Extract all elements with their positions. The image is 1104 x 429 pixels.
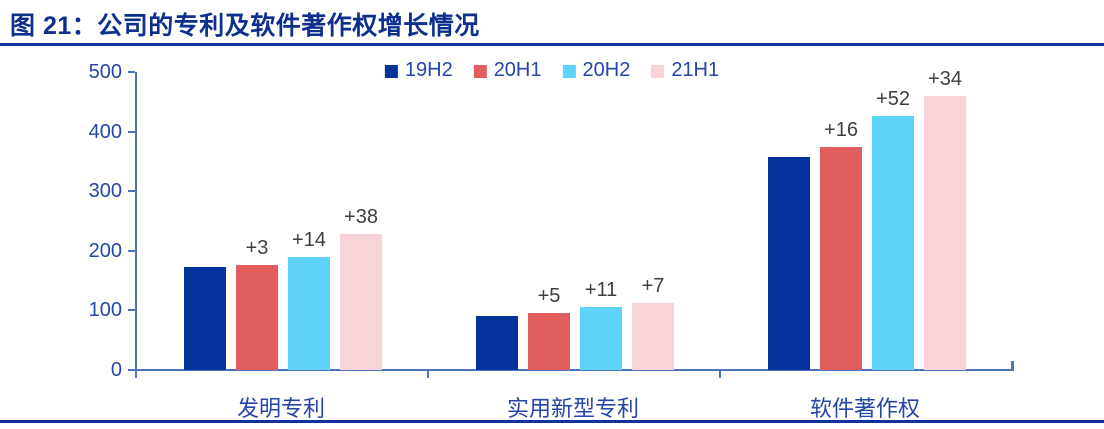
bar-20H1-发明专利 xyxy=(236,265,278,370)
y-axis-tick-label: 400 xyxy=(88,120,122,143)
y-axis-tick-label: 500 xyxy=(88,61,122,83)
y-axis-tick xyxy=(128,369,135,371)
legend-item-21H1: 21H1 xyxy=(651,59,719,82)
x-axis-category-label: 软件著作权 xyxy=(809,396,920,421)
legend-label: 19H2 xyxy=(404,59,453,81)
y-axis-line xyxy=(135,72,137,378)
axis-end-tick xyxy=(1011,361,1014,371)
legend-item-20H2: 20H2 xyxy=(562,59,631,82)
bar-value-label: +7 xyxy=(641,275,665,297)
y-axis-tick xyxy=(128,130,135,133)
bar-19H2-实用新型专利 xyxy=(476,316,518,370)
category-boundary-tick xyxy=(427,370,429,378)
legend-marker xyxy=(562,65,576,78)
bar-value-label: +11 xyxy=(584,279,618,301)
bar-19H2-发明专利 xyxy=(184,267,226,370)
y-axis-tick-label: 100 xyxy=(88,299,122,322)
bar-value-label: +34 xyxy=(928,68,962,90)
figure-bottom-border xyxy=(0,420,1104,423)
x-axis-line xyxy=(135,369,1013,371)
y-axis-tick xyxy=(128,309,135,312)
y-axis-tick xyxy=(128,249,135,252)
category-boundary-tick xyxy=(719,370,721,378)
legend-label: 20H2 xyxy=(582,59,631,81)
bar-value-label: +38 xyxy=(344,206,378,228)
category-boundary-tick xyxy=(135,370,137,378)
x-axis-category-label: 发明专利 xyxy=(236,396,325,421)
y-axis-tick-label: 0 xyxy=(110,359,122,381)
y-axis-tick-label: 200 xyxy=(88,239,122,262)
bar-21H1-实用新型专利 xyxy=(632,303,674,370)
legend-marker xyxy=(473,65,487,78)
bar-20H2-实用新型专利 xyxy=(580,307,622,370)
bar-20H1-实用新型专利 xyxy=(528,313,570,370)
bar-20H2-发明专利 xyxy=(288,257,330,370)
bar-21H1-发明专利 xyxy=(340,234,382,370)
bar-21H1-软件著作权 xyxy=(924,96,966,370)
bar-value-label: +14 xyxy=(292,229,326,251)
bar-19H2-软件著作权 xyxy=(768,157,810,370)
chart-legend: 19H2 20H1 20H2 21H1 xyxy=(384,59,719,82)
legend-item-19H2: 19H2 xyxy=(384,59,453,82)
bar-20H2-软件著作权 xyxy=(872,116,914,370)
title-underline xyxy=(0,43,1104,46)
legend-label: 20H1 xyxy=(493,59,542,81)
legend-label: 21H1 xyxy=(671,59,720,81)
bar-value-label: +16 xyxy=(824,119,858,141)
bar-value-label: +52 xyxy=(876,88,910,110)
bar-value-label: +5 xyxy=(537,285,561,307)
y-axis-tick-label: 300 xyxy=(88,180,122,203)
bar-20H1-软件著作权 xyxy=(820,147,862,370)
bar-value-label: +3 xyxy=(245,237,269,259)
legend-item-20H1: 20H1 xyxy=(473,59,542,82)
figure-title: 图 21：公司的专利及软件著作权增长情况 xyxy=(10,12,480,40)
y-axis-tick xyxy=(128,190,135,193)
legend-marker xyxy=(384,65,398,78)
legend-marker xyxy=(651,65,665,78)
y-axis-tick xyxy=(128,71,135,73)
x-axis-category-label: 实用新型专利 xyxy=(506,396,639,421)
